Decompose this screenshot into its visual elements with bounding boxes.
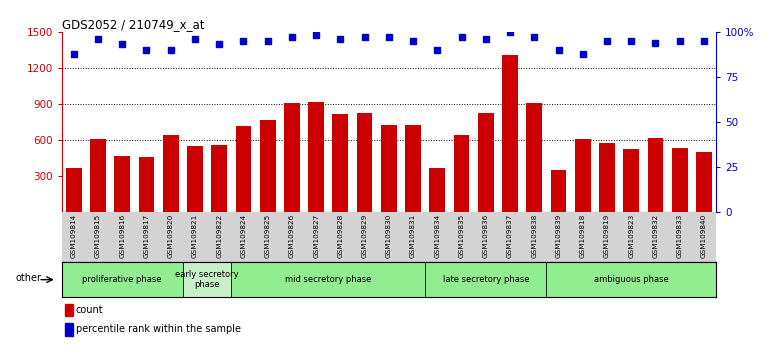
Text: GSM109821: GSM109821 [192, 213, 198, 258]
Bar [284, 103, 300, 212]
Bar [425, 262, 547, 297]
Text: GSM109829: GSM109829 [362, 213, 367, 258]
Text: GSM109840: GSM109840 [701, 213, 707, 258]
Bar [162, 135, 179, 212]
Text: percentile rank within the sample: percentile rank within the sample [76, 324, 241, 334]
Bar [405, 125, 421, 212]
Bar [672, 148, 688, 212]
Text: GSM109832: GSM109832 [652, 213, 658, 258]
Text: GSM109833: GSM109833 [677, 213, 683, 258]
Text: GSM109830: GSM109830 [386, 213, 392, 258]
Text: GSM109825: GSM109825 [265, 213, 270, 258]
Text: other: other [15, 273, 42, 283]
Bar [430, 168, 445, 212]
Bar [259, 120, 276, 212]
Text: GSM109837: GSM109837 [507, 213, 513, 258]
Bar [65, 323, 72, 336]
Bar [575, 139, 591, 212]
Bar [357, 113, 373, 212]
Bar [211, 145, 227, 212]
Text: GSM109814: GSM109814 [71, 213, 77, 258]
Bar [624, 149, 639, 212]
Text: GSM109823: GSM109823 [628, 213, 634, 258]
Text: GSM109826: GSM109826 [289, 213, 295, 258]
Text: proliferative phase: proliferative phase [82, 275, 162, 284]
Bar [308, 102, 324, 212]
Bar [551, 170, 567, 212]
Bar [187, 145, 203, 212]
Bar [648, 138, 664, 212]
Text: GSM109835: GSM109835 [459, 213, 464, 258]
Text: GDS2052 / 210749_x_at: GDS2052 / 210749_x_at [62, 18, 204, 31]
Text: GSM109838: GSM109838 [531, 213, 537, 258]
Bar [236, 126, 251, 212]
Text: GSM109820: GSM109820 [168, 213, 174, 258]
Text: ambiguous phase: ambiguous phase [594, 275, 668, 284]
Text: GSM109824: GSM109824 [240, 213, 246, 258]
Text: GSM109816: GSM109816 [119, 213, 126, 258]
Bar [478, 113, 494, 212]
Text: GSM109831: GSM109831 [410, 213, 416, 258]
Bar [333, 114, 348, 212]
Bar [66, 168, 82, 212]
Text: GSM109839: GSM109839 [555, 213, 561, 258]
Bar [65, 304, 72, 316]
Text: GSM109819: GSM109819 [604, 213, 610, 258]
Text: GSM109822: GSM109822 [216, 213, 223, 258]
Text: GSM109817: GSM109817 [143, 213, 149, 258]
Bar [139, 157, 154, 212]
Bar [182, 262, 231, 297]
Text: mid secretory phase: mid secretory phase [285, 275, 371, 284]
Bar [527, 103, 542, 212]
Bar [599, 143, 615, 212]
Bar [114, 156, 130, 212]
Text: GSM109815: GSM109815 [95, 213, 101, 258]
Text: count: count [76, 305, 104, 315]
Bar [62, 262, 182, 297]
Bar [231, 262, 425, 297]
Bar [454, 135, 470, 212]
Bar [502, 55, 518, 212]
Text: late secretory phase: late secretory phase [443, 275, 529, 284]
Bar [90, 139, 105, 212]
Bar [696, 152, 711, 212]
Bar [381, 125, 397, 212]
Text: early secretory
phase: early secretory phase [176, 270, 239, 289]
Text: GSM109818: GSM109818 [580, 213, 586, 258]
Text: GSM109828: GSM109828 [337, 213, 343, 258]
Text: GSM109836: GSM109836 [483, 213, 489, 258]
Text: GSM109834: GSM109834 [434, 213, 440, 258]
Bar [547, 262, 716, 297]
Text: GSM109827: GSM109827 [313, 213, 319, 258]
